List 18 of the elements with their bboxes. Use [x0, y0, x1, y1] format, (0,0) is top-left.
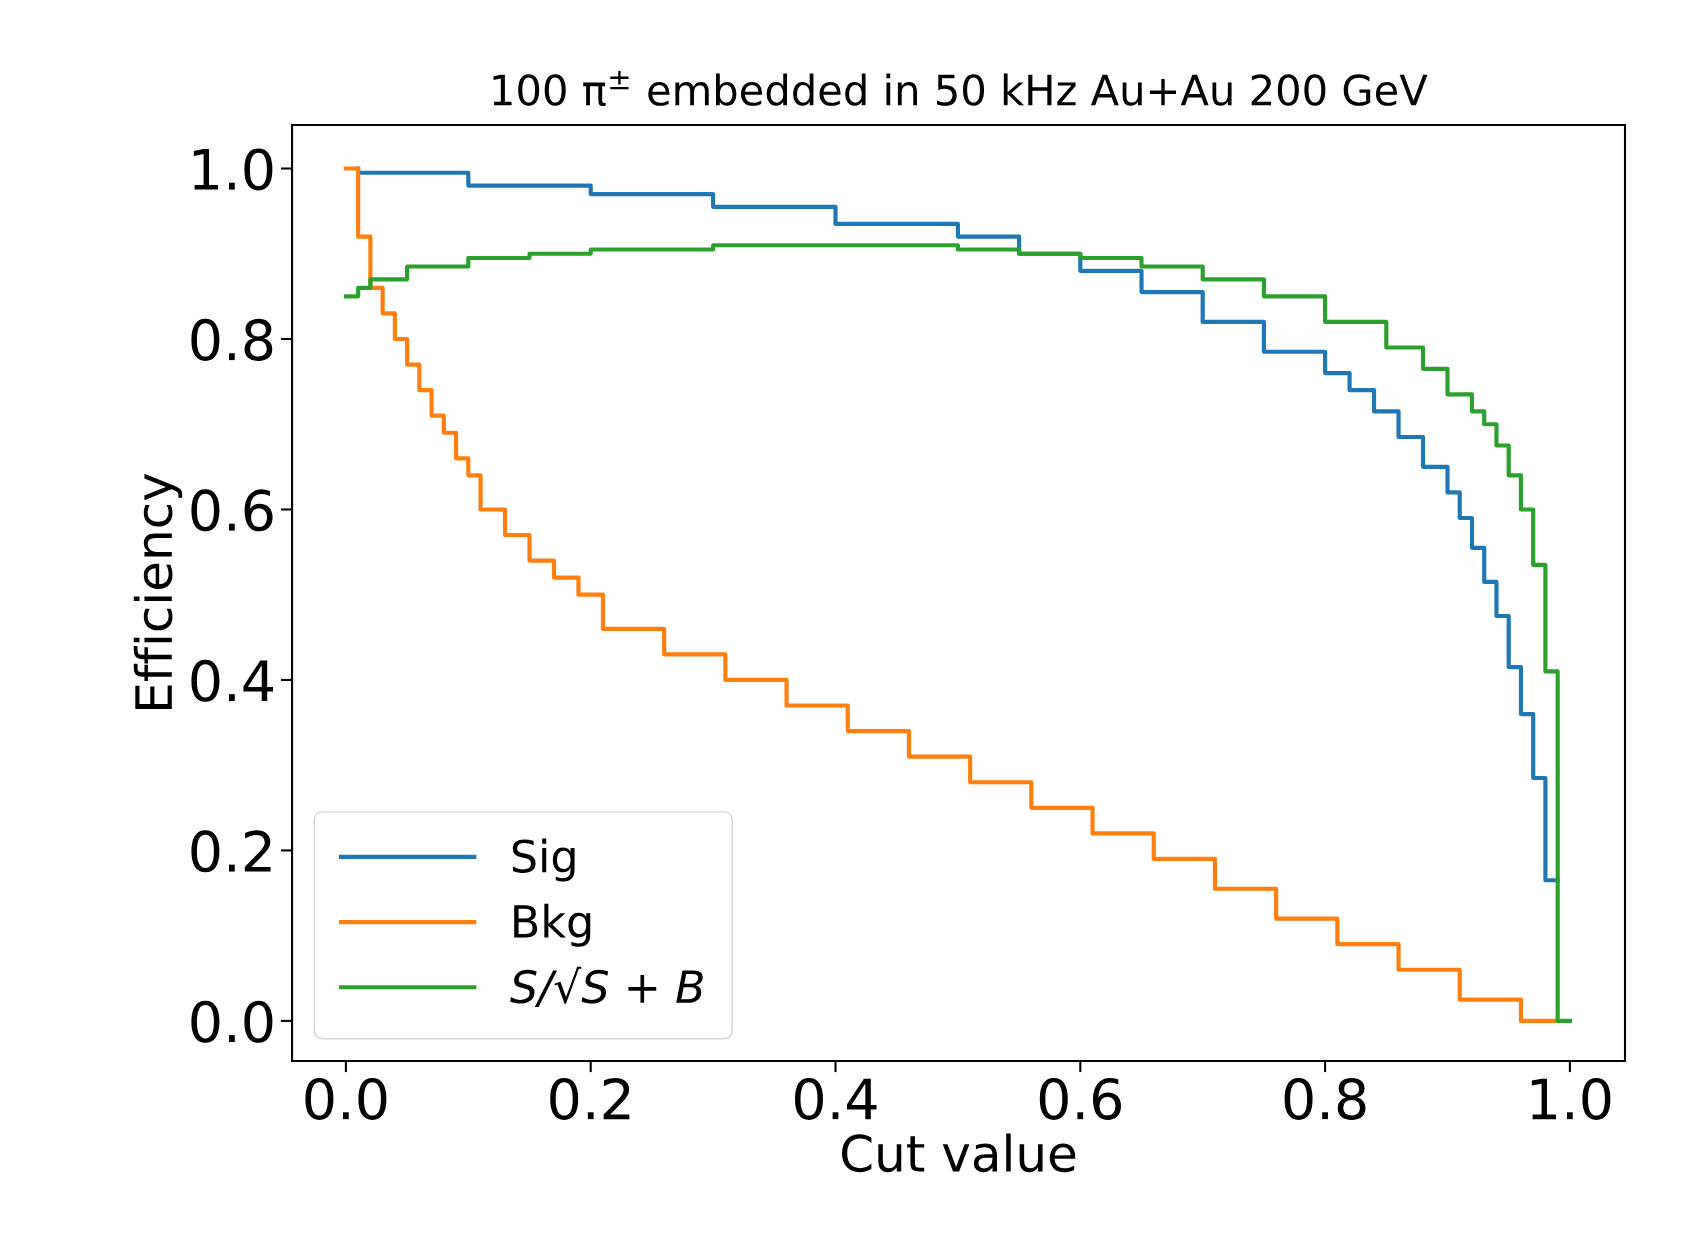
- y-tick-label: 0.6: [191, 489, 273, 532]
- x-tick-label: 0.8: [1284, 1077, 1366, 1120]
- chart-title: 100 π$^{±}$ embedded in 50 kHz Au+Au 200 GeV: [493, 71, 1428, 107]
- legend-label: Bkg: [514, 903, 591, 947]
- x-tick-label: 0.0: [305, 1077, 387, 1120]
- legend-label: Sig: [512, 838, 575, 882]
- x-tick-label: 0.4: [795, 1077, 877, 1120]
- y-tick-label: 1.0: [193, 148, 273, 191]
- x-tick-label: 0.6: [1039, 1077, 1121, 1120]
- x-axis-title: Cut value: [841, 1133, 1076, 1173]
- y-tick-label: 0.8: [191, 318, 273, 361]
- legend-label: S/√S + B: [510, 966, 703, 1007]
- y-tick-label: 0.0: [191, 1000, 273, 1043]
- y-tick-label: 0.4: [191, 659, 273, 702]
- x-tick-label: 1.0: [1531, 1077, 1611, 1120]
- x-tick-label: 0.2: [550, 1077, 630, 1120]
- y-axis-title: Efficiency: [133, 473, 183, 709]
- y-tick-label: 0.2: [191, 830, 271, 873]
